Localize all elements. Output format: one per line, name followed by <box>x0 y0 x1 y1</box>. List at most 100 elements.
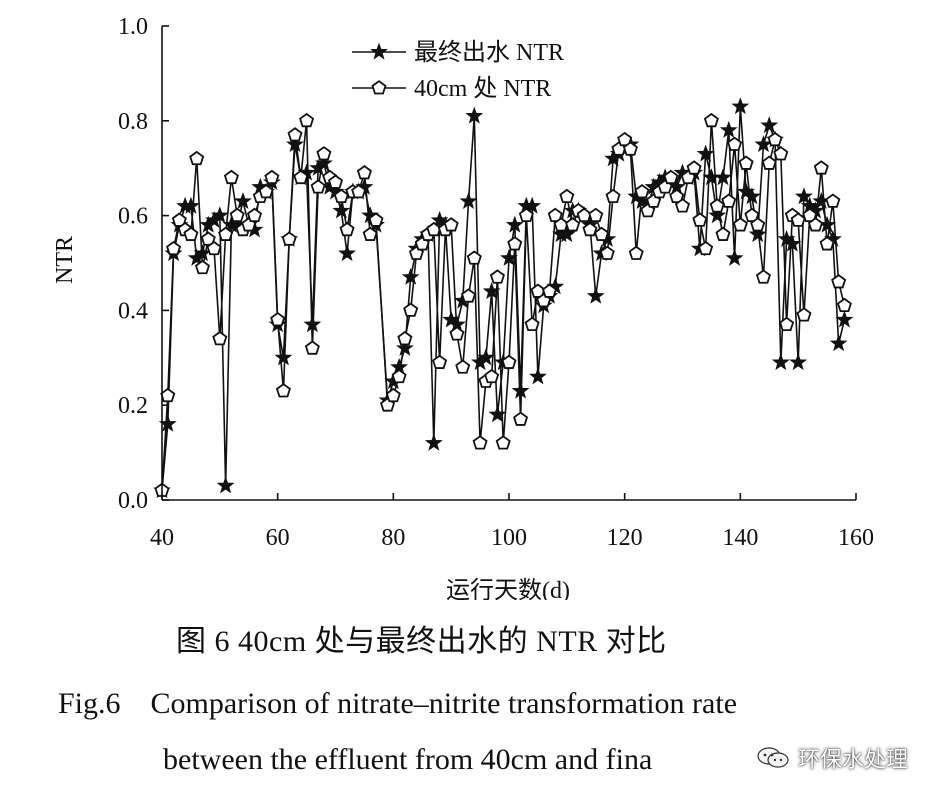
pentagon-marker <box>518 207 534 223</box>
star-marker <box>395 338 414 356</box>
star-marker <box>315 154 333 172</box>
star-marker <box>401 267 420 285</box>
star-marker <box>528 367 547 385</box>
star-marker <box>714 168 732 186</box>
plot-area <box>153 97 854 499</box>
pentagon-marker <box>599 245 615 260</box>
pentagon-marker <box>212 330 228 346</box>
ntr-line-chart: 40 60 80 100 120 140 160 0.0 0.2 0.4 0.6 0.8 1.0 最终出… <box>52 14 874 600</box>
pentagon-marker <box>727 136 743 151</box>
star-marker <box>476 348 495 366</box>
star-marker <box>181 196 200 214</box>
pentagon-marker <box>565 217 581 232</box>
y-tick-label: 0.2 <box>118 393 148 419</box>
pentagon-marker <box>403 302 419 317</box>
pentagon-marker <box>270 311 286 327</box>
star-marker <box>523 196 542 214</box>
pentagon-marker <box>299 112 315 128</box>
pentagon-marker <box>761 155 777 170</box>
pentagon-marker <box>831 274 847 289</box>
pentagon-marker <box>802 207 818 223</box>
pentagon-marker <box>472 435 488 450</box>
pentagon-marker <box>732 217 748 232</box>
pentagon-marker <box>460 288 477 303</box>
pentagon-marker <box>316 146 332 161</box>
pentagon-marker <box>825 193 841 208</box>
pentagon-marker <box>773 146 789 161</box>
pentagon-marker <box>744 207 760 223</box>
pentagon-marker <box>287 127 303 142</box>
y-tick-label: 0.4 <box>118 298 148 324</box>
x-tick-label: 140 <box>722 525 758 551</box>
pentagon-marker <box>582 221 598 237</box>
x-tick-label: 120 <box>607 525 643 551</box>
pentagon-marker <box>836 297 852 313</box>
y-tick-label: 0.8 <box>118 109 148 135</box>
pentagon-marker <box>709 198 725 213</box>
pentagon-marker <box>605 188 621 204</box>
pentagon-marker <box>692 212 708 227</box>
pentagon-marker <box>524 316 540 332</box>
star-marker <box>586 286 605 304</box>
pentagon-marker <box>807 217 824 232</box>
star-marker <box>708 206 727 224</box>
star-marker <box>459 191 478 209</box>
legend: 最终出水 NTR 40cm 处 NTR <box>352 39 564 102</box>
star-marker <box>719 120 738 138</box>
pentagon-marker <box>547 207 563 223</box>
star-marker <box>783 234 802 252</box>
star-marker <box>210 206 229 224</box>
pentagon-marker <box>362 226 378 241</box>
series-40cm <box>154 112 852 497</box>
x-tick-label: 160 <box>838 525 874 551</box>
y-tick-label: 0.6 <box>118 204 148 230</box>
pentagon-marker <box>686 160 702 175</box>
pentagon-marker <box>663 169 679 185</box>
star-marker <box>795 187 813 205</box>
pentagon-marker <box>622 141 638 156</box>
pentagon-marker <box>767 131 783 147</box>
x-axis-title: 运行天数(d) <box>446 577 570 600</box>
pentagon-marker <box>495 435 511 450</box>
x-tick-label: 100 <box>491 525 527 551</box>
pentagon-marker <box>750 217 766 232</box>
pentagon-marker <box>368 212 384 227</box>
x-tick-label: 80 <box>381 525 405 551</box>
pentagon-marker <box>738 155 754 170</box>
pentagon-marker <box>489 269 505 284</box>
star-marker <box>725 248 744 266</box>
pentagon-marker <box>594 226 610 241</box>
pentagon-marker <box>669 188 685 204</box>
pentagon-marker <box>466 250 482 265</box>
pentagon-marker <box>698 240 714 256</box>
pentagon-marker <box>200 231 216 246</box>
legend-label: 40cm 处 NTR <box>414 75 551 102</box>
axes: 40 60 80 100 120 140 160 0.0 0.2 0.4 0.6 0.8 1.0 <box>118 14 874 551</box>
pentagon-marker <box>275 383 291 398</box>
star-marker <box>731 97 750 115</box>
legend-item: 最终出水 NTR <box>352 39 564 66</box>
pentagon-marker <box>293 169 309 185</box>
watermark-text: 环保水处理 <box>797 748 908 773</box>
pentagon-marker <box>541 283 558 298</box>
star-marker <box>557 225 576 243</box>
star-marker <box>829 334 848 352</box>
pentagon-marker <box>229 207 245 223</box>
star-marker <box>505 215 524 233</box>
y-tick-label: 1.0 <box>118 14 148 40</box>
star-marker <box>748 225 767 243</box>
series-line <box>161 120 846 491</box>
y-tick-label: 0.0 <box>118 488 148 514</box>
x-tick-label: 60 <box>266 525 290 551</box>
figure-caption-english: Fig.6 Comparison of nitrate–nitrite tran… <box>58 687 738 776</box>
pentagon-marker <box>310 179 326 194</box>
star-marker <box>338 244 356 262</box>
y-axis-title: NTR <box>52 236 78 284</box>
star-marker <box>488 405 507 423</box>
pentagon-marker <box>171 212 187 227</box>
pentagon-marker <box>223 169 239 185</box>
pentagon-marker <box>721 193 737 208</box>
legend-label: 最终出水 NTR <box>414 39 564 66</box>
pentagon-marker <box>166 240 182 256</box>
pentagon-marker <box>559 188 575 204</box>
